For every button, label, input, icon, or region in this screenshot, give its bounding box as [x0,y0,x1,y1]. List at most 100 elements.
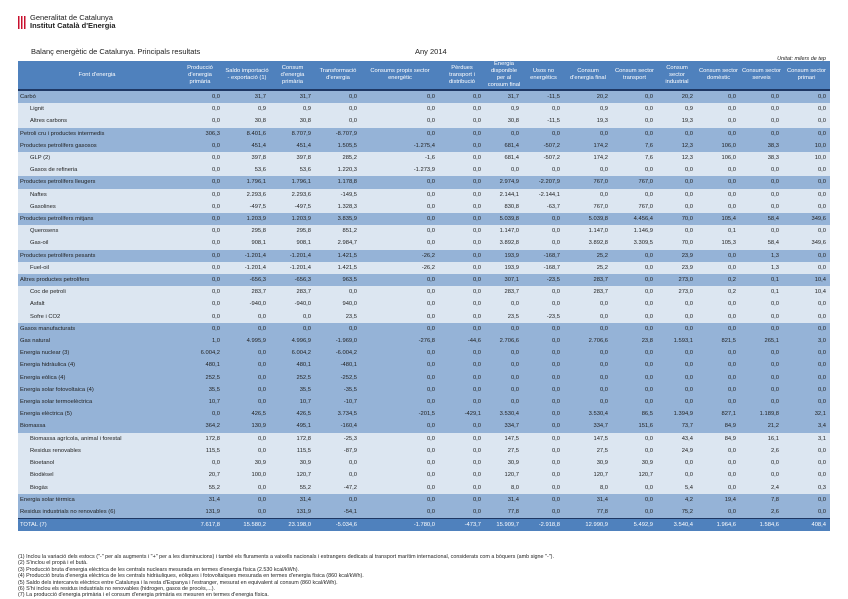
cell-value: 0,0 [783,383,830,397]
cell-value: 0,0 [783,115,830,128]
row-label: Altres carbons [18,115,176,128]
cell-value: 0,0 [176,103,224,116]
sub-row: Gasolines 0,0 -497,5 -497,5 1.328,3 0,0 0,0 830… [18,200,830,214]
cell-value: 120,7 [564,469,612,482]
cell-value: 20,2 [657,90,697,104]
cell-value: 0,0 [224,383,270,397]
group-row: Gasos manufacturats 0,0 0,0 0,0 0,0 0,0 0,0 0,0… [18,322,830,336]
cell-value: 0,0 [485,127,523,140]
cell-value: 12,3 [657,152,697,165]
cell-value: 25,2 [564,261,612,275]
cell-value: 0,0 [176,90,224,104]
cell-value: 0,0 [176,322,224,336]
cell-value: 0,0 [564,359,612,372]
cell-value: 0,0 [697,188,740,201]
row-label: Energia solar termoelèctrica [18,396,176,409]
cell-value: 1.796,1 [224,176,270,189]
cell-value: 0,0 [697,505,740,519]
row-label: Gas natural [18,335,176,348]
cell-value: 0,0 [697,469,740,482]
footnote: (3) Producció bruta d'energia elèctrica … [18,566,300,573]
cell-value: 265,1 [740,335,783,348]
cell-value: 0,9 [564,103,612,116]
cell-value: 0,0 [657,298,697,311]
cell-value: 0,0 [523,127,564,140]
row-label: Gasos manufacturats [18,322,176,336]
cell-value: 0,0 [564,310,612,323]
cell-value: 105,4 [697,213,740,226]
row-label: Sofre i CO2 [18,310,176,323]
row-label: Biogàs [18,481,176,494]
cell-value: 0,0 [697,322,740,336]
cell-value: 426,5 [270,408,315,421]
row-label: Residus renovables [18,444,176,458]
report-year: Any 2014 [415,47,447,56]
cell-value: -1.201,4 [270,249,315,262]
cell-value: 349,6 [783,213,830,226]
cell-value: 0,0 [439,237,485,250]
cell-value: 30,8 [224,115,270,128]
cell-value: 2.984,7 [315,237,361,250]
cell-value: 0,0 [740,115,783,128]
cell-value: 0,0 [176,237,224,250]
row-label: Residus industrials no renovables (6) [18,505,176,519]
cell-value: 31,4 [176,493,224,506]
cell-value: 0,0 [783,225,830,238]
row-label: TOTAL (7) [18,518,176,532]
cell-value: 7,6 [612,139,657,153]
cell-value: 0,0 [361,188,439,201]
cell-value: 7.617,8 [176,518,224,532]
cell-value: 0,0 [523,469,564,482]
cell-value: 31,7 [485,90,523,104]
cell-value: 15.580,2 [224,518,270,532]
cell-value: 0,0 [315,457,361,470]
generalitat-logo-icon [18,15,26,29]
cell-value: 1.394,9 [657,408,697,421]
cell-value: -940,0 [224,298,270,311]
cell-value: 0,0 [740,90,783,104]
cell-value: 0,0 [224,432,270,445]
cell-value: 0,0 [315,286,361,299]
cell-value: 0,0 [697,347,740,360]
org-name: Generalitat de Catalunya [30,13,113,22]
cell-value: 174,2 [564,139,612,153]
cell-value: 0,0 [315,90,361,104]
cell-value: 0,0 [523,408,564,421]
cell-value: 12,3 [657,139,697,153]
cell-value: 1.178,8 [315,176,361,189]
column-header: Pèrdues transport i distribució [439,61,485,91]
cell-value: -47,2 [315,481,361,494]
cell-value: 1.593,1 [657,335,697,348]
cell-value: 0,0 [612,396,657,409]
cell-value: 767,0 [612,200,657,214]
cell-value: 0,0 [612,249,657,262]
cell-value: 0,0 [612,444,657,458]
row-label: GLP (2) [18,152,176,165]
row-label: Energia solar tèrmica [18,493,176,506]
cell-value: 0,0 [612,310,657,323]
cell-value: 0,0 [783,457,830,470]
group-row: Energia solar tèrmica 31,4 0,0 31,4 0,0 0,0 0,… [18,493,830,506]
cell-value: 0,0 [564,322,612,336]
row-label: Querosens [18,225,176,238]
group-row: Biomassa 364,2 130,9 495,1 -160,4 0,0 0,0 334,7… [18,420,830,433]
footnote: (4) Producció bruta d'energia elèctrica … [18,573,364,580]
cell-value: 963,5 [315,274,361,287]
cell-value: 0,0 [439,103,485,116]
cell-value: 23,9 [657,261,697,275]
cell-value: 1,3 [740,261,783,275]
cell-value: 30,9 [612,457,657,470]
cell-value: 115,5 [176,444,224,458]
cell-value: 20,7 [176,469,224,482]
sub-row: Altres carbons 0,0 30,8 30,8 0,0 0,0 0,0 30,8 -1… [18,115,830,128]
footnote: (7) La producció d'energia primària i el… [18,592,269,599]
cell-value: 0,0 [657,469,697,482]
cell-value: 0,0 [564,396,612,409]
cell-value: 7,6 [612,152,657,165]
cell-value: 0,0 [783,371,830,384]
cell-value: 0,2 [697,274,740,287]
cell-value: -1.201,4 [224,261,270,275]
cell-value: 767,0 [612,176,657,189]
cell-value: 0,0 [439,213,485,226]
cell-value: 151,6 [612,420,657,433]
